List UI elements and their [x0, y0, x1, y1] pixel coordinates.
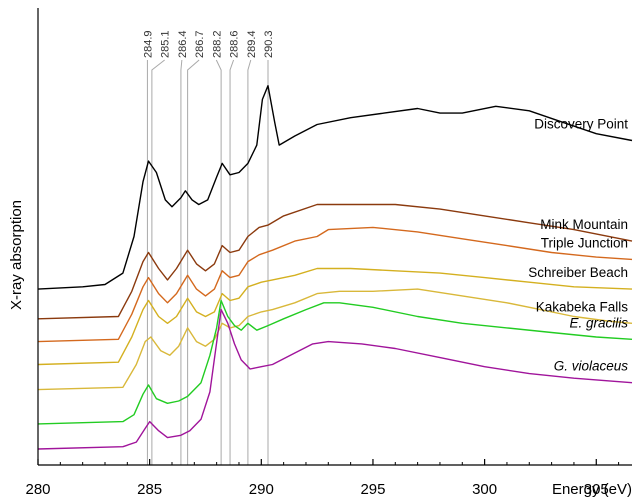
reference-line-label: 284.9	[142, 30, 154, 58]
x-tick-label: 300	[472, 481, 497, 498]
reference-line-label: 286.4	[177, 30, 189, 58]
series-line	[37, 308, 633, 450]
series-label: E. gracilis	[569, 315, 628, 330]
series-lines	[37, 85, 633, 450]
reference-line-label: 290.3	[263, 30, 275, 58]
x-tick-label: 290	[249, 481, 274, 498]
series-label: Kakabeka Falls	[536, 299, 629, 314]
reference-line	[229, 59, 235, 465]
x-tick-label: 280	[25, 481, 50, 498]
reference-lines: 284.9 285.1 286.4 286.7 288.2 288.6 289.4 290.3	[142, 30, 275, 465]
axes: 280 285 290 295 300 305	[25, 8, 632, 498]
x-tick-label: 295	[360, 481, 385, 498]
reference-line	[180, 59, 183, 465]
reference-line-label: 288.2	[211, 30, 223, 58]
reference-line	[215, 59, 222, 465]
reference-line	[247, 59, 252, 465]
reference-line-label: 285.1	[160, 30, 172, 58]
x-axis-label: Energy (eV)	[552, 481, 632, 498]
y-axis-label: X-ray absorption	[8, 200, 25, 310]
series-line	[37, 267, 633, 366]
x-tick-label: 285	[137, 481, 162, 498]
series-line	[37, 299, 633, 425]
reference-line-label: 286.7	[194, 30, 206, 58]
series-label: Mink Mountain	[540, 217, 628, 232]
reference-line	[151, 59, 165, 465]
reference-line	[187, 59, 200, 465]
series-label: G. violaceus	[554, 359, 629, 374]
series-label: Discovery Point	[534, 117, 628, 132]
series-line	[37, 226, 633, 343]
reference-line-label: 289.4	[246, 30, 258, 58]
series-line	[37, 203, 633, 320]
series-labels: Discovery Point Mink Mountain Triple Junct…	[528, 117, 628, 374]
reference-line-label: 288.6	[229, 30, 241, 58]
series-label: Triple Junction	[541, 235, 628, 250]
series-label: Schreiber Beach	[528, 265, 628, 280]
series-line	[37, 85, 633, 290]
x-tick-label: 305	[584, 481, 609, 498]
series-line	[37, 288, 633, 391]
